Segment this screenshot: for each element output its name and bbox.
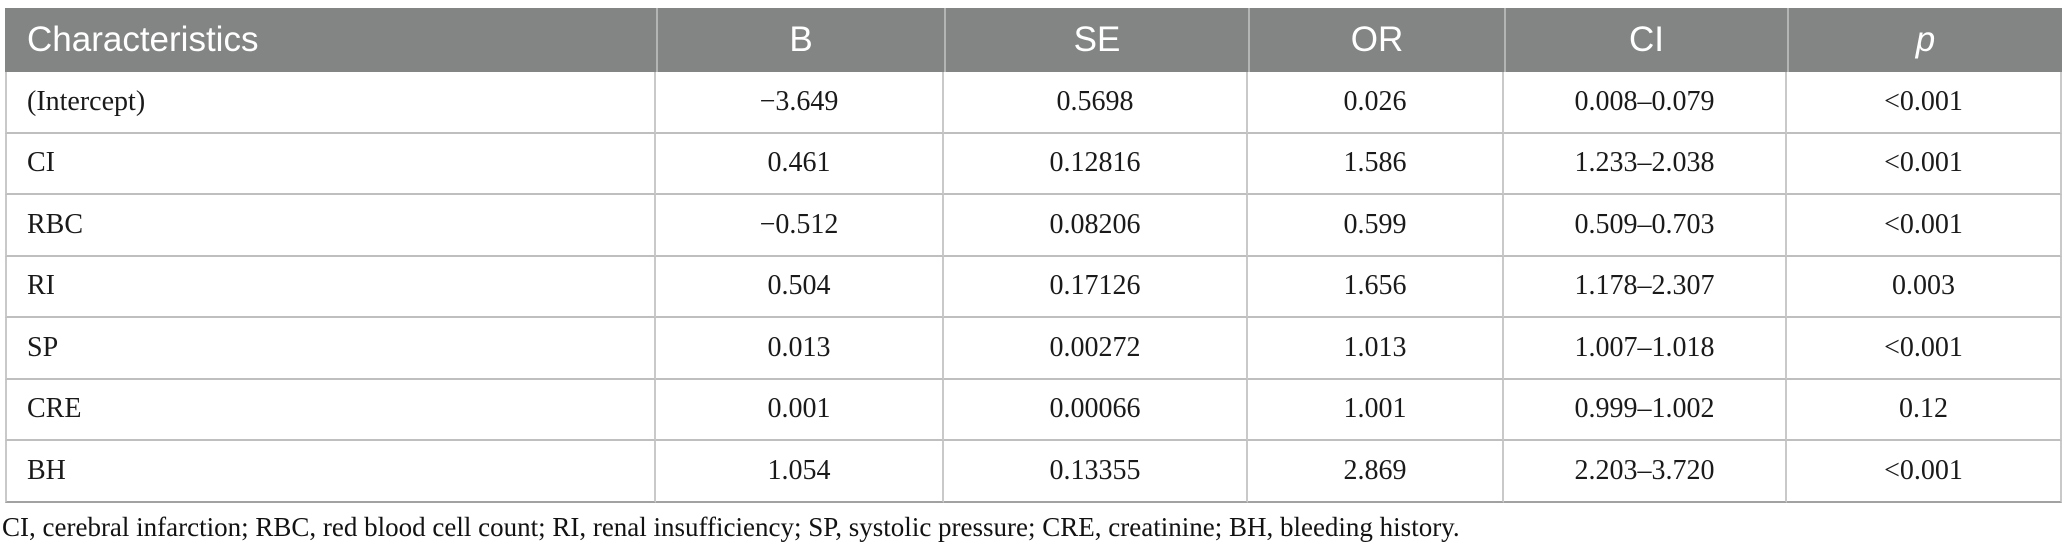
table-footnote: CI, cerebral infarction; RBC, red blood … <box>2 512 1460 542</box>
or-value-cell: 1.013 <box>1248 318 1504 380</box>
logistic-regression-table: Characteristics B SE OR CI p (Intercept)… <box>5 8 2062 503</box>
column-header-p: p <box>1787 8 2062 72</box>
se-value-cell: 0.13355 <box>944 441 1248 503</box>
p-value-cell: 0.12 <box>1787 379 2062 441</box>
b-value-cell: −3.649 <box>656 72 944 134</box>
ci-value-cell: 0.999–1.002 <box>1504 379 1787 441</box>
or-value-cell: 2.869 <box>1248 441 1504 503</box>
p-value-cell: <0.001 <box>1787 318 2062 380</box>
table-row-rbc: RBC −0.512 0.08206 0.599 0.509–0.703 <0.… <box>5 195 2062 257</box>
table-row-bh: BH 1.054 0.13355 2.869 2.203–3.720 <0.00… <box>5 441 2062 503</box>
column-header-se: SE <box>944 8 1248 72</box>
column-header-b: B <box>656 8 944 72</box>
row-label-cell: RI <box>5 256 656 318</box>
column-header-characteristics: Characteristics <box>5 8 656 72</box>
p-value-cell: <0.001 <box>1787 195 2062 257</box>
row-label-cell: (Intercept) <box>5 72 656 134</box>
se-value-cell: 0.00272 <box>944 318 1248 380</box>
or-value-cell: 0.599 <box>1248 195 1504 257</box>
table-row-intercept: (Intercept) −3.649 0.5698 0.026 0.008–0.… <box>5 72 2062 134</box>
table-row-cre: CRE 0.001 0.00066 1.001 0.999–1.002 0.12 <box>5 379 2062 441</box>
b-value-cell: 0.504 <box>656 256 944 318</box>
row-label-cell: SP <box>5 318 656 380</box>
p-value-cell: <0.001 <box>1787 72 2062 134</box>
ci-value-cell: 2.203–3.720 <box>1504 441 1787 503</box>
se-value-cell: 0.08206 <box>944 195 1248 257</box>
se-value-cell: 0.5698 <box>944 72 1248 134</box>
p-value-cell: <0.001 <box>1787 441 2062 503</box>
ci-value-cell: 1.007–1.018 <box>1504 318 1787 380</box>
column-header-ci: CI <box>1504 8 1787 72</box>
row-label-cell: BH <box>5 441 656 503</box>
se-value-cell: 0.12816 <box>944 133 1248 195</box>
row-label-cell: RBC <box>5 195 656 257</box>
or-value-cell: 0.026 <box>1248 72 1504 134</box>
ci-value-cell: 0.008–0.079 <box>1504 72 1787 134</box>
table-row-ri: RI 0.504 0.17126 1.656 1.178–2.307 0.003 <box>5 256 2062 318</box>
or-value-cell: 1.656 <box>1248 256 1504 318</box>
b-value-cell: 0.013 <box>656 318 944 380</box>
column-header-or: OR <box>1248 8 1504 72</box>
table-header-row: Characteristics B SE OR CI p <box>5 8 2062 72</box>
b-value-cell: 1.054 <box>656 441 944 503</box>
row-label-cell: CI <box>5 133 656 195</box>
p-value-cell: 0.003 <box>1787 256 2062 318</box>
ci-value-cell: 1.233–2.038 <box>1504 133 1787 195</box>
se-value-cell: 0.00066 <box>944 379 1248 441</box>
table-row-sp: SP 0.013 0.00272 1.013 1.007–1.018 <0.00… <box>5 318 2062 380</box>
or-value-cell: 1.001 <box>1248 379 1504 441</box>
ci-value-cell: 1.178–2.307 <box>1504 256 1787 318</box>
b-value-cell: 0.001 <box>656 379 944 441</box>
row-label-cell: CRE <box>5 379 656 441</box>
p-value-cell: <0.001 <box>1787 133 2062 195</box>
ci-value-cell: 0.509–0.703 <box>1504 195 1787 257</box>
b-value-cell: −0.512 <box>656 195 944 257</box>
table-row-ci: CI 0.461 0.12816 1.586 1.233–2.038 <0.00… <box>5 133 2062 195</box>
b-value-cell: 0.461 <box>656 133 944 195</box>
se-value-cell: 0.17126 <box>944 256 1248 318</box>
or-value-cell: 1.586 <box>1248 133 1504 195</box>
